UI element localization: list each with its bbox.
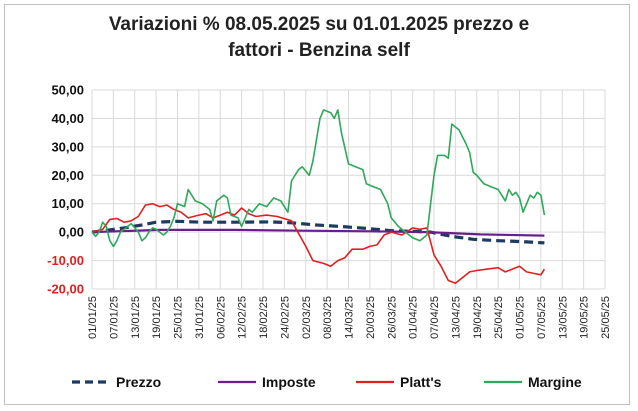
x-tick-label: 25/05/25 — [600, 296, 612, 339]
series-line-prezzo — [91, 219, 545, 245]
x-tick-label: 13/05/25 — [557, 296, 569, 339]
x-tick-label: 25/04/25 — [493, 296, 505, 339]
legend-label: Platt's — [400, 374, 442, 390]
x-tick-label: 19/01/25 — [151, 296, 163, 339]
x-tick-label: 01/01/25 — [87, 296, 99, 339]
x-tick-label: 12/02/25 — [237, 296, 249, 339]
x-tick-label: 19/05/25 — [579, 296, 591, 339]
y-axis-ticks: 50,00 40,00 30,00 20,00 10,00 0,00 -10,00 -20,0… — [47, 83, 84, 297]
x-axis-ticks: 01/01/25 07/01/25 13/01/25 19/01/25 25/01/25… — [87, 296, 612, 339]
chart-title-line2: fattori - Benzina self — [228, 40, 410, 61]
series-lines — [91, 109, 546, 285]
grid-lines — [91, 89, 606, 290]
legend: Prezzo Imposte Platt's Margine — [72, 374, 582, 390]
y-tick-label: 10,00 — [51, 196, 84, 211]
legend-label: Prezzo — [116, 374, 161, 390]
x-tick-label: 08/03/25 — [322, 296, 334, 339]
x-tick-label: 06/02/25 — [215, 296, 227, 339]
x-tick-label: 07/04/25 — [429, 296, 441, 339]
x-tick-label: 07/01/25 — [108, 296, 120, 339]
x-tick-label: 26/03/25 — [386, 296, 398, 339]
y-tick-label: 40,00 — [51, 111, 84, 126]
legend-label: Imposte — [262, 374, 316, 390]
x-tick-label: 25/01/25 — [173, 296, 185, 339]
x-tick-label: 01/04/25 — [408, 296, 420, 339]
chart-title-line1: Variazioni % 08.05.2025 su 01.01.2025 pr… — [108, 14, 530, 35]
x-tick-label: 24/02/25 — [279, 296, 291, 339]
y-tick-label: 0,00 — [59, 225, 84, 240]
x-tick-label: 02/03/25 — [301, 296, 313, 339]
x-tick-label: 31/01/25 — [194, 296, 206, 339]
y-tick-label: -20,00 — [47, 282, 84, 297]
x-tick-label: 20/03/25 — [365, 296, 377, 339]
x-tick-label: 01/05/25 — [515, 296, 527, 339]
x-tick-label: 13/01/25 — [130, 296, 142, 339]
x-tick-label: 07/05/25 — [536, 296, 548, 339]
series-line-margine — [91, 109, 546, 248]
y-tick-label: -10,00 — [47, 253, 84, 268]
x-tick-label: 18/02/25 — [258, 296, 270, 339]
y-tick-label: 20,00 — [51, 168, 84, 183]
x-tick-label: 19/04/25 — [472, 296, 484, 339]
x-tick-label: 13/04/25 — [450, 296, 462, 339]
y-tick-label: 50,00 — [51, 83, 84, 98]
series-line-imposte — [91, 228, 545, 237]
chart-title: Variazioni % 08.05.2025 su 01.01.2025 pr… — [0, 12, 638, 64]
series-line-platt-s — [91, 202, 546, 285]
legend-label: Margine — [528, 374, 582, 390]
y-tick-label: 30,00 — [51, 139, 84, 154]
x-tick-label: 14/03/25 — [344, 296, 356, 339]
